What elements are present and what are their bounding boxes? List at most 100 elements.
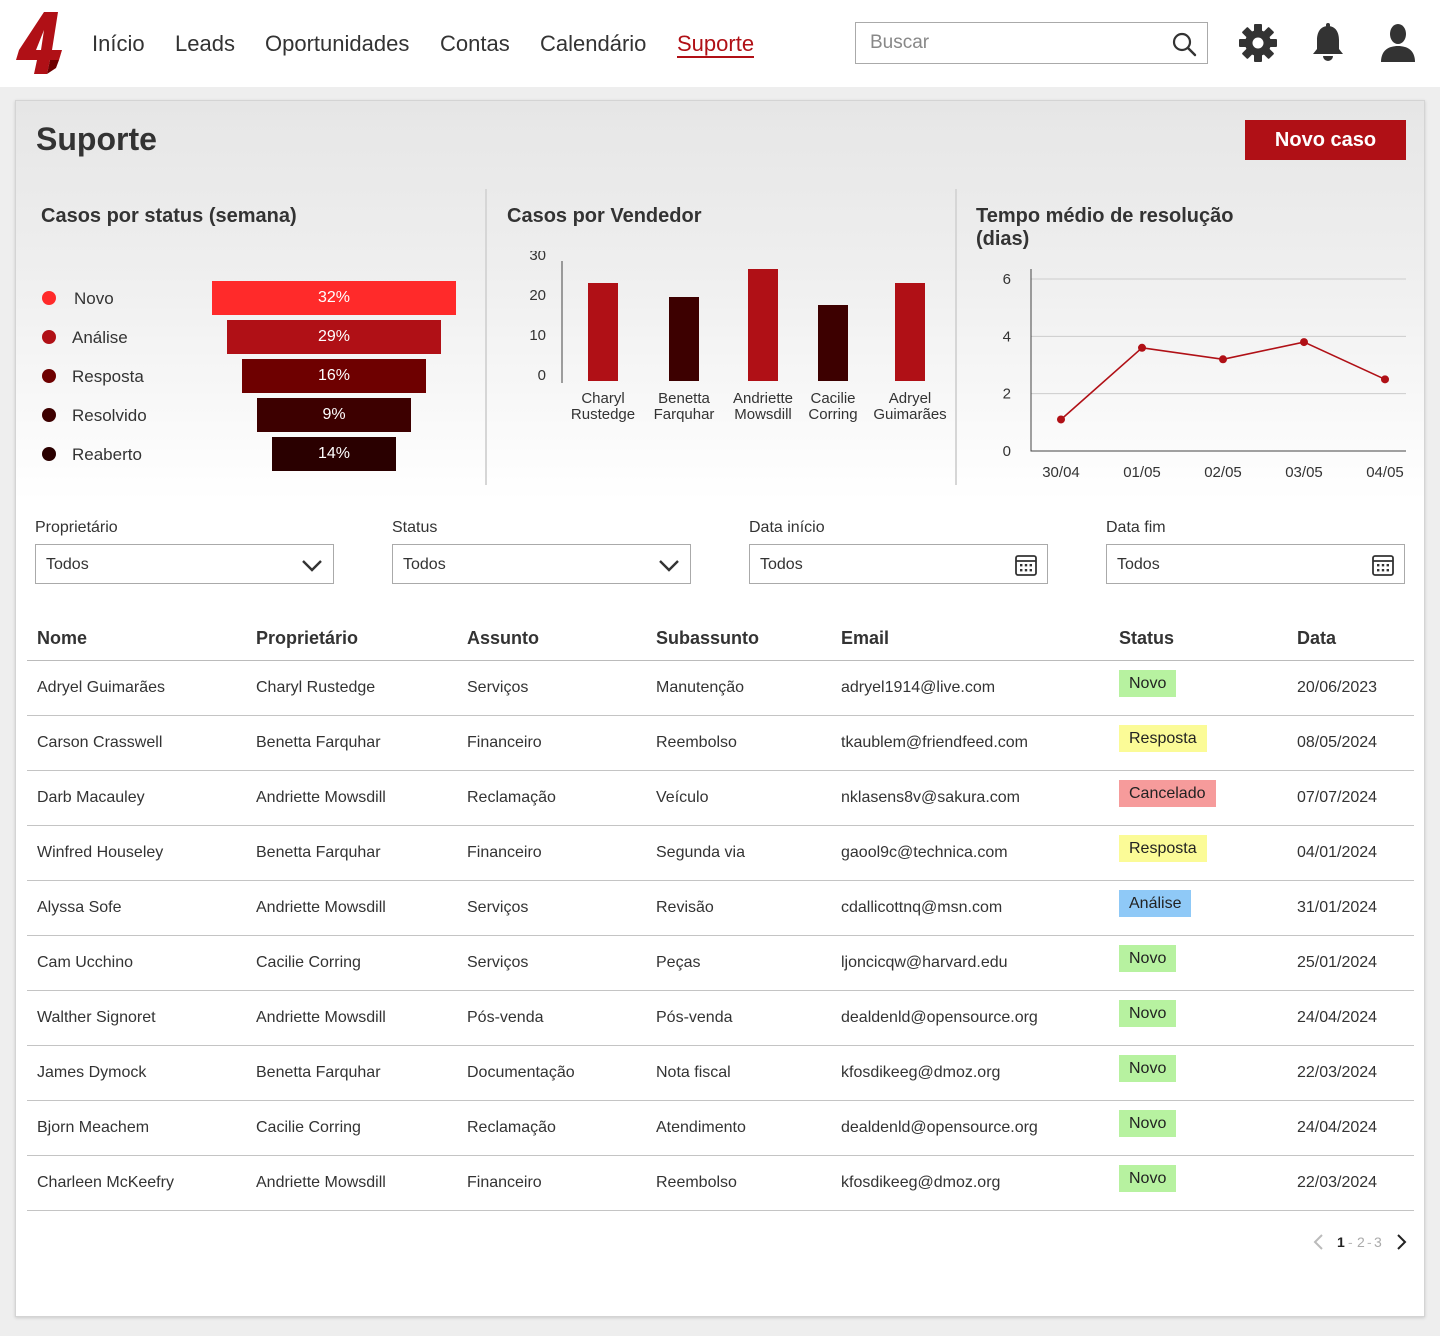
table-row[interactable]: James Dymock Benetta Farquhar Documentação…: [27, 1046, 1414, 1101]
column-header-email[interactable]: Email: [841, 628, 890, 648]
page-2[interactable]: 2: [1357, 1234, 1365, 1250]
column-header-owner[interactable]: Proprietário: [256, 628, 359, 648]
support-panel: Suporte Novo caso Casos por status (sema…: [15, 100, 1425, 1317]
column-header-date[interactable]: Data: [1297, 628, 1337, 648]
search-input[interactable]: [856, 23, 1156, 63]
data-point[interactable]: [1138, 343, 1146, 352]
funnel-bar[interactable]: 16%: [242, 359, 426, 393]
gear-icon[interactable]: [1238, 22, 1278, 64]
cell-date: 24/04/2024: [1297, 1009, 1378, 1026]
table-row[interactable]: Cam Ucchino Cacilie Corring Serviços Peças l…: [27, 936, 1414, 991]
page-1[interactable]: 1: [1337, 1234, 1345, 1250]
x-tick-label: Benetta: [658, 390, 710, 407]
chevron-left-icon[interactable]: [1313, 1233, 1325, 1251]
column-header-subsubject[interactable]: Subassunto: [656, 628, 760, 648]
y-tick-label: 20: [529, 287, 546, 304]
start-date-field[interactable]: Todos: [749, 544, 1048, 584]
cell-email[interactable]: kfosdikeeg@dmoz.org: [841, 1064, 1001, 1081]
funnel-row: Resolvido 9%: [42, 398, 482, 432]
table-row[interactable]: Adryel Guimarães Charyl Rustedge Serviços M…: [27, 661, 1414, 716]
data-point[interactable]: [1057, 415, 1065, 424]
table-row[interactable]: Walther Signoret Andriette Mowsdill Pós-ve…: [27, 991, 1414, 1046]
new-case-button[interactable]: Novo caso: [1245, 120, 1406, 160]
x-tick-label: 01/05: [1123, 464, 1161, 481]
owner-dropdown-value: Todos: [46, 556, 89, 573]
y-tick-label: 2: [1003, 386, 1011, 403]
cell-subject: Financeiro: [467, 844, 542, 861]
column-header-subject[interactable]: Assunto: [467, 628, 539, 648]
search-icon[interactable]: [1171, 31, 1197, 57]
data-point[interactable]: [1219, 355, 1227, 364]
cell-email[interactable]: adryel1914@live.com: [841, 679, 996, 696]
brand-logo[interactable]: [14, 10, 70, 76]
bar[interactable]: [669, 297, 699, 381]
funnel-bar[interactable]: 29%: [227, 320, 441, 354]
cell-email[interactable]: nklasens8v@sakura.com: [841, 789, 1020, 806]
cell-email[interactable]: dealdenld@opensource.org: [841, 1009, 1038, 1026]
y-tick-label: 0: [1003, 443, 1011, 460]
cell-email[interactable]: ljoncicqw@harvard.edu: [841, 954, 1008, 971]
cell-subsubject: Veículo: [656, 789, 709, 806]
table-row[interactable]: Bjorn Meachem Cacilie Corring Reclamação At…: [27, 1101, 1414, 1156]
funnel-row: Resposta 16%: [42, 359, 482, 393]
status-badge: Novo: [1119, 670, 1177, 697]
column-header-status[interactable]: Status: [1119, 628, 1175, 648]
page-3[interactable]: 3: [1374, 1234, 1382, 1250]
owner-dropdown[interactable]: Todos: [35, 544, 334, 584]
bar[interactable]: [818, 305, 848, 381]
cell-name: Alyssa Sofe: [37, 899, 122, 916]
bar[interactable]: [588, 283, 618, 381]
end-date-field[interactable]: Todos: [1106, 544, 1405, 584]
data-point[interactable]: [1300, 338, 1308, 347]
cell-name: Darb Macauley: [37, 789, 145, 806]
user-icon[interactable]: [1378, 22, 1418, 64]
column-header-name[interactable]: Nome: [37, 628, 88, 648]
start-date-value: Todos: [760, 556, 803, 573]
cell-email[interactable]: gaool9c@technica.com: [841, 844, 1008, 861]
page-separator: -: [1367, 1234, 1372, 1250]
y-tick-label: 30: [529, 251, 546, 264]
cell-subject: Serviços: [467, 679, 529, 696]
data-point[interactable]: [1381, 375, 1389, 384]
nav-contas[interactable]: Contas: [440, 31, 510, 56]
table-row[interactable]: Charleen McKeefry Andriette Mowsdill Finan…: [27, 1156, 1414, 1211]
cell-email[interactable]: dealdenld@opensource.org: [841, 1119, 1038, 1136]
series-line: [1060, 341, 1386, 421]
nav-calendario[interactable]: Calendário: [540, 31, 647, 56]
funnel-bar[interactable]: 9%: [257, 398, 411, 432]
funnel-label: Resolvido: [72, 406, 147, 425]
table-row[interactable]: Carson Crasswell Benetta Farquhar Financei…: [27, 716, 1414, 771]
search-box: [855, 22, 1208, 64]
table-row[interactable]: Darb Macauley Andriette Mowsdill Reclamaçã…: [27, 771, 1414, 826]
x-tick-label: 02/05: [1204, 464, 1242, 481]
bell-icon[interactable]: [1308, 22, 1348, 64]
cell-email[interactable]: kfosdikeeg@dmoz.org: [841, 1174, 1001, 1191]
card-divider: [485, 189, 487, 485]
cell-subsubject: Pós-venda: [656, 1009, 733, 1026]
calendar-icon[interactable]: [1370, 552, 1396, 578]
nav-oportunidades[interactable]: Oportunidades: [265, 31, 410, 56]
calendar-icon[interactable]: [1013, 552, 1039, 578]
funnel-bar[interactable]: 14%: [272, 437, 396, 471]
status-dropdown[interactable]: Todos: [392, 544, 691, 584]
chevron-right-icon[interactable]: [1395, 1233, 1407, 1251]
cell-email[interactable]: cdallicottnq@msn.com: [841, 899, 1003, 916]
table-row[interactable]: Alyssa Sofe Andriette Mowsdill Serviços Rev…: [27, 881, 1414, 936]
bar[interactable]: [895, 283, 925, 381]
nav-suporte[interactable]: Suporte: [677, 31, 755, 56]
cell-name: Cam Ucchino: [37, 954, 134, 971]
status-badge: Novo: [1119, 1055, 1177, 1082]
cell-subsubject: Segunda via: [656, 844, 745, 861]
y-tick-label: 6: [1003, 271, 1011, 288]
page-title: Suporte: [36, 121, 157, 157]
nav-inicio[interactable]: Início: [92, 31, 145, 56]
cell-email[interactable]: tkaublem@friendfeed.com: [841, 734, 1028, 751]
funnel-bar[interactable]: 32%: [212, 281, 456, 315]
cell-subsubject: Reembolso: [656, 1174, 737, 1191]
nav-leads[interactable]: Leads: [175, 31, 235, 56]
cell-date: 08/05/2024: [1297, 734, 1378, 751]
bar[interactable]: [748, 269, 778, 381]
status-badge: Novo: [1119, 1000, 1177, 1027]
table-row[interactable]: Winfred Houseley Benetta Farquhar Financei…: [27, 826, 1414, 881]
y-tick-label: 10: [529, 327, 546, 344]
